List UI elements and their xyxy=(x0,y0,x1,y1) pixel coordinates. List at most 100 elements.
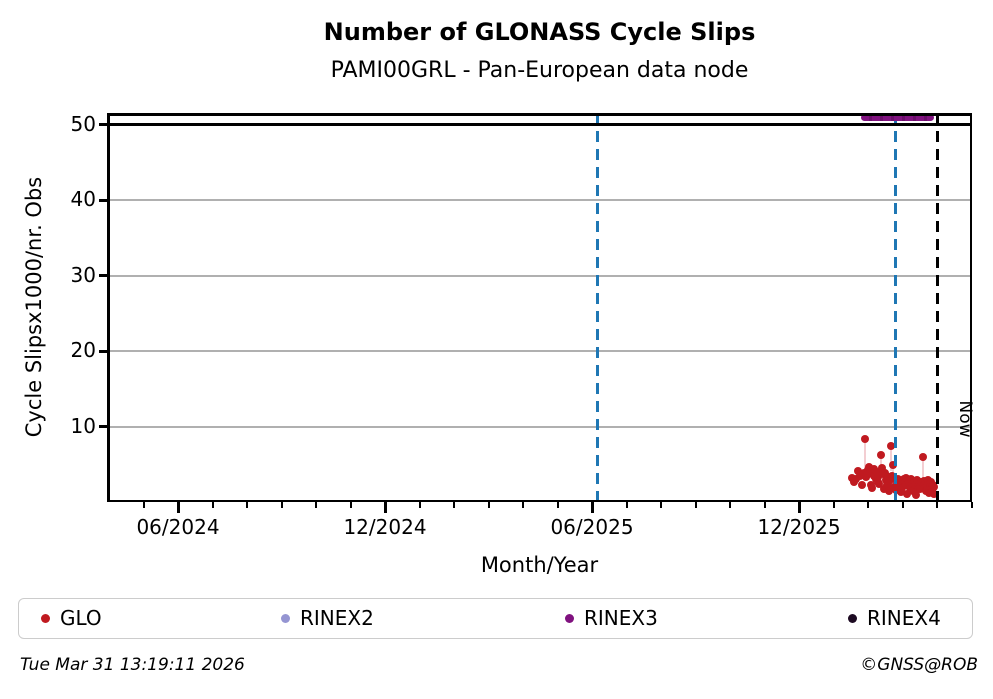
x-tick-label: 06/2024 xyxy=(136,515,220,539)
y-tick xyxy=(99,349,107,353)
x-major-tick xyxy=(176,502,180,513)
y-tick xyxy=(99,123,107,126)
x-minor-tick xyxy=(522,502,524,508)
chart-subtitle: PAMI00GRL - Pan-European data node xyxy=(330,58,749,83)
scatter-point xyxy=(901,481,910,490)
x-minor-tick xyxy=(660,502,662,508)
plot-area: Now xyxy=(107,113,975,502)
x-tick-label: 12/2025 xyxy=(757,515,841,539)
legend-label-rinex2: RINEX2 xyxy=(300,606,374,630)
x-minor-tick xyxy=(936,502,938,508)
scatter-point xyxy=(868,483,877,492)
y-tick-label: 20 xyxy=(70,338,96,362)
x-minor-tick xyxy=(418,502,421,508)
scatter-point xyxy=(930,482,939,491)
threshold-line xyxy=(107,123,972,126)
x-minor-tick xyxy=(625,502,628,508)
plot-timestamp: Tue Mar 31 13:19:11 2026 xyxy=(20,655,245,675)
x-minor-tick xyxy=(487,502,490,508)
error-stem xyxy=(921,456,924,484)
chart-title: Number of GLONASS Cycle Slips xyxy=(323,18,756,46)
scatter-point xyxy=(877,464,886,473)
scatter-point xyxy=(872,467,881,476)
legend-box: GLO RINEX2 RINEX3 RINEX4 xyxy=(18,598,973,639)
y-tick xyxy=(99,274,107,277)
scatter-point xyxy=(865,463,874,472)
scatter-point xyxy=(897,484,906,493)
x-minor-tick xyxy=(867,502,869,508)
scatter-point xyxy=(854,467,863,476)
y-gridline xyxy=(107,425,972,428)
legend-item-glo: GLO xyxy=(41,599,102,637)
y-tick-label: 40 xyxy=(70,187,96,211)
error-stem xyxy=(890,446,893,472)
event-line xyxy=(894,113,898,502)
scatter-point xyxy=(860,435,869,444)
error-stem xyxy=(863,439,866,471)
now-label: Now xyxy=(955,400,975,438)
scatter-point xyxy=(918,452,927,461)
x-minor-tick xyxy=(970,502,973,508)
error-stem xyxy=(880,455,883,473)
scatter-point xyxy=(856,472,865,481)
x-minor-tick xyxy=(349,502,352,508)
x-tick-label: 06/2025 xyxy=(550,515,634,539)
legend-label-rinex4: RINEX4 xyxy=(867,606,941,630)
scatter-point xyxy=(858,481,867,490)
event-line xyxy=(595,113,599,502)
x-minor-tick xyxy=(246,502,248,508)
bottom-spine xyxy=(107,499,972,502)
rinex2-marker-icon xyxy=(281,613,290,623)
y-tick-label: 10 xyxy=(70,413,96,438)
x-minor-tick xyxy=(901,502,904,508)
y-gridline xyxy=(107,350,972,352)
rinex3-marker-icon xyxy=(565,613,574,623)
x-minor-tick xyxy=(280,502,283,508)
scatter-point xyxy=(925,488,934,497)
scatter-point xyxy=(929,490,938,499)
x-minor-tick xyxy=(556,502,559,508)
x-minor-tick xyxy=(832,502,835,508)
y-tick xyxy=(99,425,107,428)
rinex3-span-line xyxy=(861,114,934,122)
scatter-point xyxy=(888,461,897,469)
scatter-point xyxy=(877,451,886,460)
rinex4-marker-icon xyxy=(848,613,857,623)
x-major-tick xyxy=(383,502,387,513)
x-major-tick xyxy=(797,502,801,513)
scatter-point xyxy=(884,476,893,485)
x-minor-tick xyxy=(453,502,455,508)
scatter-point xyxy=(874,473,883,482)
scatter-point xyxy=(880,485,889,494)
scatter-point xyxy=(885,487,894,496)
scatter-point xyxy=(896,488,905,497)
left-spine xyxy=(107,113,110,502)
legend-item-rinex3: RINEX3 xyxy=(565,599,658,637)
y-tick xyxy=(99,198,107,202)
x-minor-tick xyxy=(729,502,731,508)
x-axis-label: Month/Year xyxy=(480,553,599,577)
x-minor-tick xyxy=(763,502,766,508)
scatter-point xyxy=(902,489,911,498)
y-axis-label: Cycle Slipsx1000/nr. Obs xyxy=(22,176,46,438)
x-minor-tick xyxy=(694,502,697,508)
top-spine xyxy=(107,113,972,116)
scatter-point xyxy=(875,479,884,488)
x-minor-tick xyxy=(142,502,145,508)
scatter-point xyxy=(852,475,861,484)
x-minor-tick xyxy=(315,502,317,508)
y-gridline xyxy=(107,274,972,277)
scatter-point xyxy=(882,481,891,490)
right-spine xyxy=(969,113,972,502)
y-tick-label: 50 xyxy=(70,111,96,136)
legend-label-rinex3: RINEX3 xyxy=(584,606,658,630)
y-gridline xyxy=(107,199,972,201)
legend-item-rinex4: RINEX4 xyxy=(848,599,941,637)
x-tick-label: 12/2024 xyxy=(343,515,427,539)
credit-text: ©GNSS@ROB xyxy=(860,655,978,675)
legend-item-rinex2: RINEX2 xyxy=(281,599,374,637)
scatter-point xyxy=(887,442,896,451)
x-minor-tick xyxy=(211,502,214,508)
scatter-point xyxy=(889,475,898,484)
legend-label-glo: GLO xyxy=(60,606,102,630)
